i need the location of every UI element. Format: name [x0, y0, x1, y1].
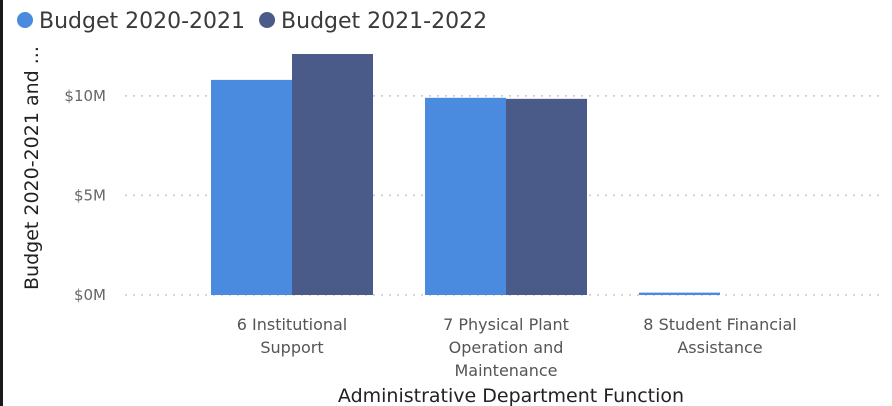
x-tick-label: Assistance [677, 338, 762, 357]
bar-3-1[interactable] [639, 292, 720, 295]
x-category-1: 6 Institutional Support [237, 315, 348, 357]
x-tick-label: 8 Student Financial [643, 315, 796, 334]
x-tick-label: 6 Institutional [237, 315, 348, 334]
x-tick-label: Support [260, 338, 323, 357]
bar-chart: Budget 2020-2021 Budget 2021-2022 $0M$5M$… [17, 9, 883, 406]
x-category-2: 7 Physical Plant Operation and Maintenance [443, 315, 569, 380]
x-axis-title: Administrative Department Function [338, 385, 684, 406]
x-tick-label: 7 Physical Plant [443, 315, 569, 334]
bar-2-1[interactable] [425, 97, 506, 296]
legend[interactable]: Budget 2020-2021 Budget 2021-2022 [17, 9, 487, 34]
bar-1-1[interactable] [211, 79, 292, 295]
legend-label: Budget 2021-2022 [281, 9, 487, 34]
x-tick-label: Maintenance [454, 361, 557, 380]
bars [211, 54, 720, 296]
legend-item-2[interactable]: Budget 2021-2022 [259, 9, 487, 34]
x-category-3: 8 Student Financial Assistance [643, 315, 796, 357]
y-tick-label: $0M [74, 286, 106, 304]
bar-2-2[interactable] [506, 98, 587, 295]
y-tick-label: $5M [74, 186, 106, 204]
y-axis-title: Budget 2020-2021 and ... [21, 46, 43, 290]
legend-marker-icon [259, 12, 276, 28]
y-tick-label: $10M [64, 87, 106, 105]
bar-1-2[interactable] [292, 54, 373, 295]
legend-item-1[interactable]: Budget 2020-2021 [17, 9, 245, 34]
x-tick-label: Operation and [449, 338, 564, 357]
legend-marker-icon [17, 12, 33, 28]
y-axis-ticks: $0M $5M $10M [64, 87, 106, 304]
legend-label: Budget 2020-2021 [39, 9, 245, 34]
x-axis-categories: 6 Institutional Support 7 Physical Plant Op… [237, 315, 797, 380]
